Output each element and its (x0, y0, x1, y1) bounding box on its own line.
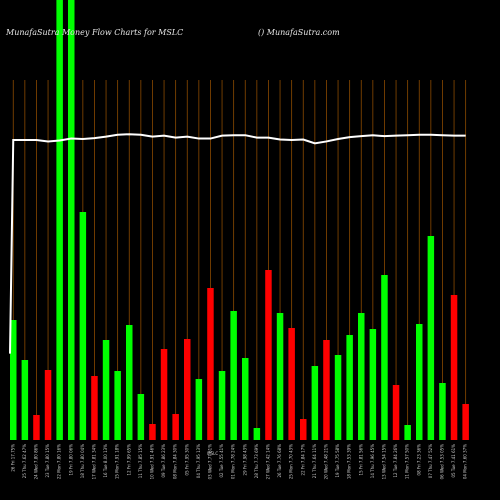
money-flow-bar (462, 404, 469, 440)
x-tick-labels: 26 Fri 17.75% 25 Thu 7.62 47% 24 Wed 7.80 … (10, 444, 467, 480)
money-flow-bar (172, 414, 179, 440)
x-tick-label: 11 Thu 7.85 15% (138, 444, 143, 478)
x-tick-label: 14 Thu 7.96 45% (370, 444, 375, 478)
money-flow-bar (91, 376, 98, 440)
bars (10, 0, 469, 440)
x-tick-label: 16 Tue 8.00 13% (103, 444, 108, 478)
money-flow-bar (334, 355, 342, 440)
x-tick-label: 11 Mon 7.57 50% (405, 444, 410, 479)
x-tick-label: 28 Thu 7.73 69% (254, 444, 259, 478)
money-flow-bar (392, 385, 400, 440)
money-flow-bar (126, 325, 133, 440)
x-tick-label: 27 Wed 7.42 14% (265, 444, 270, 480)
money-flow-bar (265, 270, 272, 440)
x-tick-label: 26 Tue 7.76 68% (277, 444, 282, 478)
x-tick-label: 09 Tue 7.86 23% (161, 444, 166, 478)
x-tick-label: 05 Tue 7.41 61% (451, 444, 456, 478)
x-tick-label: 15 Fri 7.81 56% (358, 444, 363, 476)
x-tick-label: 18 Thu 7.80 04% (80, 444, 85, 478)
x-tick-label: 01 Mon 7.78 24% (231, 444, 236, 479)
x-tick-label: 23 Tue 7.80 15% (45, 444, 50, 478)
x-tick-label: 18 Mon 7.53 39% (347, 444, 352, 479)
money-flow-bar (253, 428, 261, 440)
money-flow-bar (450, 295, 458, 440)
x-tick-label: 19 Tue 7.75 58% (335, 444, 340, 478)
money-flow-bar (288, 328, 295, 440)
x-tick-label: 26 Fri 17.75% (10, 444, 15, 472)
money-flow-bar (184, 339, 191, 440)
x-tick-label: 25 Mon 7.70 43% (289, 444, 294, 479)
x-tick-label: 17 Wed 7.81 34% (91, 444, 96, 480)
money-flow-bar (207, 288, 214, 440)
axis-note: MSLC (207, 451, 218, 456)
x-tick-label: 06 Wed 7.53 05% (439, 444, 444, 480)
x-tick-label: 24 Wed 7.80 86% (33, 444, 38, 480)
x-tick-label: 12 Fri 7.99 65% (126, 444, 131, 476)
money-flow-bar (230, 311, 237, 440)
money-flow-bar (56, 0, 63, 440)
x-tick-label: 10 Wed 7.91 46% (149, 444, 154, 480)
x-tick-label: 25 Thu 7.62 47% (22, 444, 27, 478)
money-flow-bar (195, 379, 203, 440)
money-flow-bar (218, 371, 226, 440)
money-flow-bar (68, 0, 75, 440)
x-tick-label: 03 Wed 7.77 61% (207, 444, 212, 480)
x-tick-label: 15 Mon 7.91 18% (115, 444, 120, 479)
money-flow-bar (323, 340, 330, 440)
x-tick-label: 22 Fri 7.84 17% (300, 444, 305, 476)
x-tick-label: 04 Mon 7.60 37% (463, 444, 468, 479)
x-tick-label: 08 Fri 7.23 36% (416, 444, 421, 476)
x-tick-label: 22 Mon 7.80 16% (57, 444, 62, 479)
money-flow-bar (358, 313, 365, 440)
money-flow-bar (33, 415, 40, 440)
money-flow-bar (311, 366, 319, 440)
money-flow-bar (369, 329, 377, 440)
money-flow-bar (137, 394, 145, 440)
x-tick-label: 04 Thu 7.95 13% (196, 444, 201, 478)
x-tick-label: 12 Tue 7.84 26% (393, 444, 398, 478)
money-flow-bar (427, 236, 435, 440)
money-flow-bar (79, 212, 87, 440)
money-flow-bar (439, 383, 446, 440)
money-flow-bar (346, 335, 353, 440)
money-flow-bar (102, 340, 110, 440)
money-flow-bar (160, 349, 168, 440)
site-credit: () MunafaSutra.com (258, 28, 340, 37)
money-flow-bar (114, 371, 121, 440)
money-flow-bar (276, 313, 284, 440)
chart-title: MunafaSutra Money Flow Charts for MSLC (5, 28, 183, 37)
price-line (9, 133, 466, 354)
money-flow-bar (10, 320, 17, 440)
money-flow-bar (300, 419, 307, 440)
price-line-layer (9, 133, 466, 354)
x-tick-label: 13 Wed 7.54 15% (381, 444, 386, 480)
x-tick-label: 07 Thu 7.47 52% (428, 444, 433, 478)
money-flow-bar (242, 358, 249, 440)
money-flow-bar (21, 360, 29, 440)
x-tick-label: 05 Fri 7.95 30% (184, 444, 189, 476)
x-tick-label: 21 Thu 7.64 11% (312, 444, 317, 478)
x-tick-label: 02 Tue 7.55 41% (219, 444, 224, 478)
money-flow-bar (381, 275, 388, 440)
money-flow-bar (149, 424, 156, 440)
x-tick-label: 20 Wed 7.48 21% (323, 444, 328, 480)
money-flow-bar (416, 324, 423, 440)
money-flow-bar (404, 425, 411, 440)
x-tick-label: 08 Mon 7.84 30% (173, 444, 178, 479)
x-tick-label: 19 Fri 7.80 06% (68, 444, 73, 476)
x-tick-label: 29 Fri 7.98 43% (242, 444, 247, 476)
money-flow-bar (44, 370, 52, 440)
